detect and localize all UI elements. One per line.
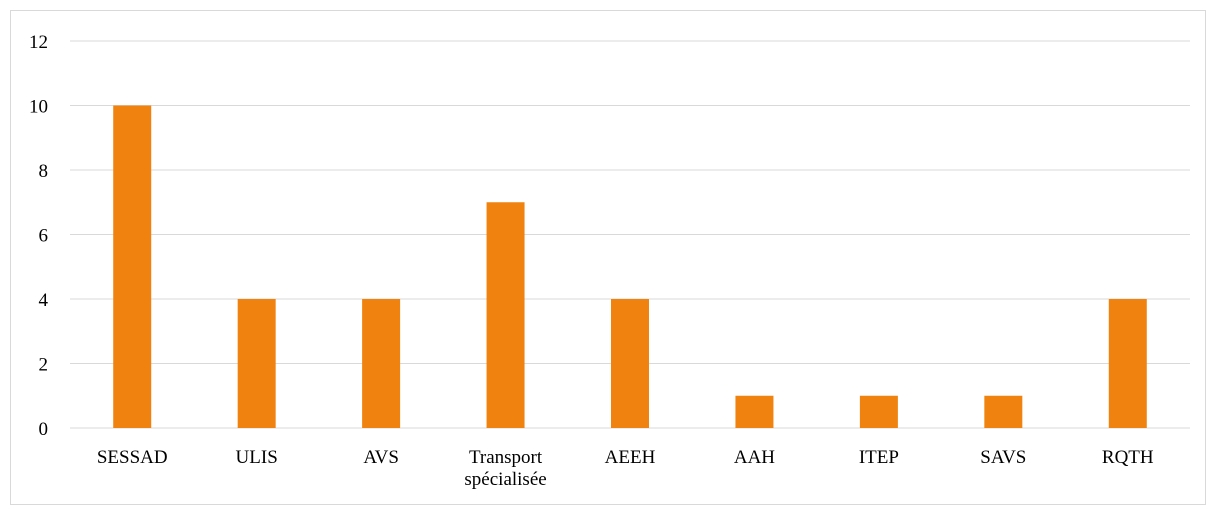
- x-category-label: Transport spécialisée: [464, 447, 546, 490]
- x-category-label-line: AEEH: [605, 447, 656, 468]
- y-axis-ticks: 0 2 4 6 8 10 12: [29, 32, 49, 440]
- bar: [735, 395, 774, 428]
- y-tick-label: 10: [29, 97, 48, 118]
- bar: [237, 299, 276, 428]
- x-category-label: AVS: [363, 447, 399, 468]
- bars: [113, 105, 1147, 428]
- x-category-label: RQTH: [1102, 447, 1154, 468]
- bar: [1108, 299, 1147, 428]
- x-axis-labels: SESSAD ULIS AVS Transport spécialisée AEEH AAH…: [97, 447, 1154, 490]
- x-category-label-line: Transport: [469, 447, 543, 468]
- x-category-label-line: SESSAD: [97, 447, 168, 468]
- bar: [984, 395, 1023, 428]
- y-tick-label: 0: [39, 419, 49, 440]
- y-tick-label: 12: [29, 32, 48, 53]
- x-category-label-line: AVS: [363, 447, 399, 468]
- x-category-label: SAVS: [980, 447, 1026, 468]
- bar: [486, 202, 525, 428]
- x-category-label-line: RQTH: [1102, 447, 1154, 468]
- y-tick-label: 6: [39, 226, 49, 247]
- x-category-label: AEEH: [605, 447, 656, 468]
- x-category-label: ULIS: [236, 447, 278, 468]
- bar: [113, 105, 152, 428]
- y-tick-label: 8: [39, 161, 49, 182]
- x-category-label-line: spécialisée: [464, 469, 546, 490]
- x-category-label-line: ULIS: [236, 447, 278, 468]
- x-category-label-line: SAVS: [980, 447, 1026, 468]
- x-category-label: SESSAD: [97, 447, 168, 468]
- bar: [362, 299, 401, 428]
- y-tick-label: 2: [39, 355, 49, 376]
- bar: [611, 299, 649, 428]
- x-category-label-line: AAH: [734, 447, 775, 468]
- x-category-label: AAH: [734, 447, 775, 468]
- x-category-label-line: ITEP: [859, 447, 899, 468]
- y-tick-label: 4: [39, 290, 49, 311]
- x-category-label: ITEP: [859, 447, 899, 468]
- bar: [859, 395, 898, 428]
